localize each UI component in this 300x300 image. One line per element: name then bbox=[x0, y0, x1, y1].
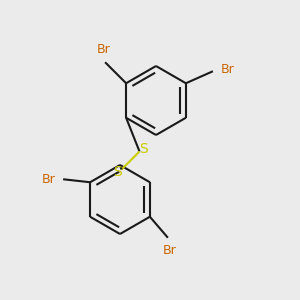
Text: Br: Br bbox=[97, 43, 110, 56]
Text: S: S bbox=[113, 165, 122, 179]
Text: Br: Br bbox=[220, 63, 234, 76]
Text: S: S bbox=[139, 142, 148, 156]
Text: Br: Br bbox=[42, 173, 56, 186]
Text: Br: Br bbox=[163, 244, 176, 257]
